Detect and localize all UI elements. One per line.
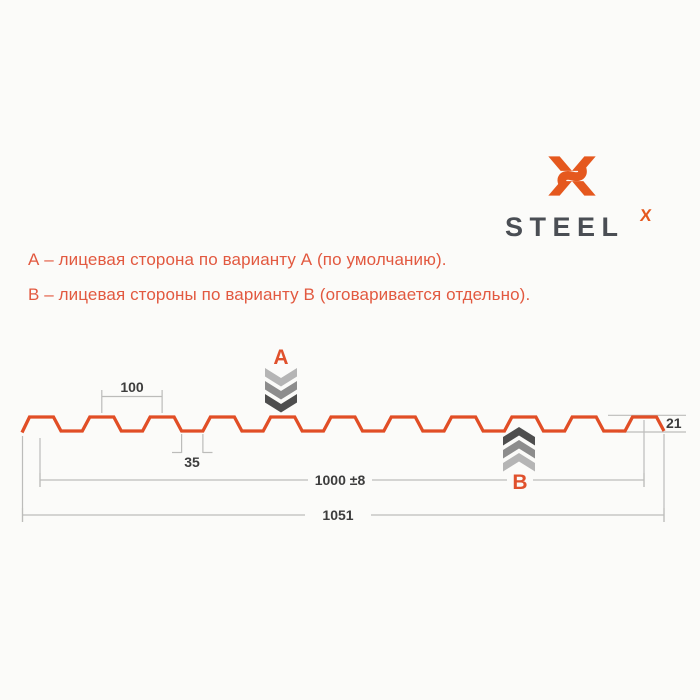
chevron-down-icon xyxy=(265,381,297,400)
dim-height-label: 21 xyxy=(666,415,682,431)
dim-cover-label: 1000 ±8 xyxy=(315,472,366,488)
dim-cover-width: 1000 ±8 xyxy=(39,472,645,488)
profile-polyline xyxy=(20,415,666,434)
marker-b: В xyxy=(503,427,535,494)
chevron-up-icon xyxy=(503,427,535,446)
marker-a-label: А xyxy=(273,346,288,369)
note-variant-b: В – лицевая стороны по варианту В (огова… xyxy=(28,285,531,304)
chevron-up-icon xyxy=(503,453,535,472)
marker-a: А xyxy=(265,346,297,413)
logo-wordmark: STEEL xyxy=(505,212,625,242)
dim-trough-label: 35 xyxy=(184,454,200,470)
dim-overall-label: 1051 xyxy=(322,507,353,523)
chevron-down-icon xyxy=(265,394,297,413)
dim-trough: 35 xyxy=(172,434,213,470)
logo-arm-se xyxy=(572,181,596,196)
chevron-up-icon xyxy=(503,440,535,459)
logo-s-curve xyxy=(557,163,587,190)
dim-overall-width: 1051 xyxy=(21,507,665,523)
dim-height: 21 xyxy=(608,414,686,433)
logo-arm-nw xyxy=(548,156,572,171)
marker-b-label: В xyxy=(512,471,527,494)
dim-pitch: 100 xyxy=(101,379,163,413)
chevron-down-icon xyxy=(265,368,297,387)
steelx-logo-icon xyxy=(548,156,596,196)
dim-pitch-label: 100 xyxy=(120,379,144,395)
note-variant-a: А – лицевая сторона по варианту А (по ум… xyxy=(28,250,447,269)
